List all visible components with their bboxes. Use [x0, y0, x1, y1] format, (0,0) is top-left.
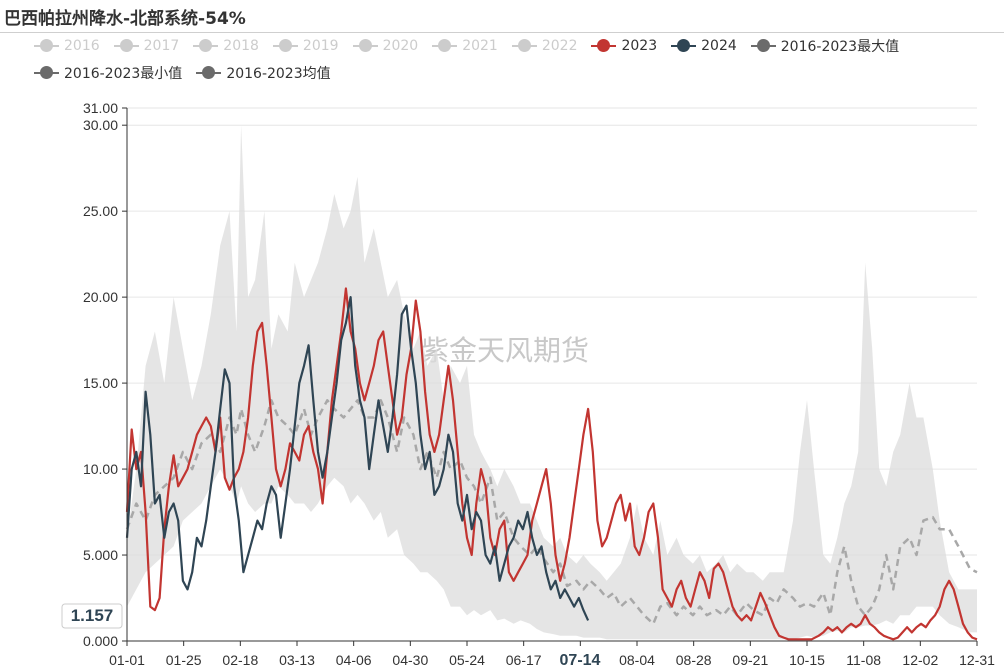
- legend-item-4[interactable]: 2020: [352, 36, 419, 55]
- x-axis-labels: 01-01 01-25 02-18 03-13 04-06 04-30 05-24 06-17…: [109, 641, 995, 668]
- y-tick-label: 10.00: [83, 461, 118, 477]
- legend-marker-icon: [591, 38, 617, 53]
- legend-item-5[interactable]: 2021: [432, 36, 498, 55]
- legend-label: 2019: [302, 37, 339, 54]
- series-line-2023: [125, 287, 978, 641]
- x-tick-label: 04-06: [336, 652, 372, 668]
- legend-item-8[interactable]: 2024: [671, 36, 737, 55]
- series-line-2024: [125, 296, 590, 621]
- max-min-area: [127, 125, 977, 640]
- legend-label: 2016: [64, 37, 100, 54]
- legend-label: 2016-2023均值: [226, 65, 331, 82]
- legend-label: 2022: [541, 37, 578, 54]
- legend-marker-icon: [34, 65, 59, 80]
- min-max-band: [127, 125, 977, 640]
- y-tick-label: 31.00: [83, 100, 118, 116]
- axes: [126, 108, 977, 642]
- legend-marker-icon: [511, 38, 537, 53]
- legend-marker-icon: [34, 38, 59, 53]
- x-tick-label: 08-28: [676, 652, 712, 668]
- chart-title: 巴西帕拉州降水-北部系统-54%: [4, 9, 246, 29]
- x-tick-label: 12-31: [959, 652, 995, 668]
- legend-item-6[interactable]: 2022: [511, 36, 578, 55]
- x-tick-label: 04-30: [392, 652, 428, 668]
- series-line-2016-2023均值: [125, 399, 978, 626]
- watermark: 紫金天风期货: [421, 334, 589, 367]
- legend-label: 2018: [223, 37, 259, 54]
- legend-marker-icon: [193, 38, 219, 53]
- y-tick-label: 25.00: [83, 203, 118, 219]
- series-lines: [125, 287, 978, 641]
- x-tick-label: 01-25: [166, 652, 202, 668]
- legend: 2016 2017 2018 2019 2020 2021 2022 2023 2024 2016…: [30, 36, 990, 90]
- y-tick-label: 15.00: [83, 375, 118, 391]
- legend-label: 2020: [382, 37, 419, 54]
- cursor-label-bg: [549, 646, 611, 671]
- x-tick-label: 06-17: [506, 652, 542, 668]
- legend-label: 2023: [621, 37, 658, 54]
- legend-marker-icon: [196, 65, 222, 80]
- legend-item-7[interactable]: 2023: [591, 36, 657, 55]
- legend-label: 2024: [701, 37, 737, 54]
- x-tick-label: 01-01: [109, 652, 145, 668]
- y-tick-label: 5.000: [83, 547, 118, 563]
- y-tick-label: 20.00: [83, 289, 118, 305]
- legend-marker-icon: [352, 38, 378, 53]
- title-divider: [0, 32, 1004, 33]
- legend-item-2[interactable]: 2018: [193, 36, 259, 55]
- legend-label: 2017: [143, 37, 180, 54]
- x-tick-label: 11-08: [846, 652, 881, 668]
- legend-item-10[interactable]: 2016-2023最小值: [34, 63, 182, 82]
- legend-label: 2021: [462, 37, 498, 54]
- legend-row: 2016 2017 2018 2019 2020 2021 2022 2023 2024 2016…: [30, 36, 990, 90]
- legend-item-1[interactable]: 2017: [113, 36, 180, 55]
- x-tick-label: 12-02: [902, 652, 938, 668]
- x-tick-label: 02-18: [222, 652, 258, 668]
- legend-marker-icon: [432, 38, 458, 53]
- legend-marker-icon: [671, 38, 697, 53]
- y-tick-label: 0.000: [83, 633, 118, 649]
- legend-item-9[interactable]: 2016-2023最大值: [750, 36, 900, 55]
- cursor-date-label: 07-14: [560, 652, 601, 669]
- x-tick-label: 10-15: [789, 652, 825, 668]
- x-tick-label: 09-21: [732, 652, 768, 668]
- legend-marker-icon: [750, 38, 776, 53]
- legend-marker-icon: [113, 38, 139, 53]
- legend-item-0[interactable]: 2016: [34, 36, 100, 55]
- x-tick-label: 08-04: [619, 652, 655, 668]
- x-tick-label: 03-13: [279, 652, 315, 668]
- legend-item-11[interactable]: 2016-2023均值: [196, 63, 331, 82]
- legend-label: 2016-2023最小值: [64, 65, 183, 82]
- y-tick-label: 30.00: [83, 117, 118, 133]
- cursor-value: 1.157: [71, 606, 114, 625]
- x-tick-label: 05-24: [449, 652, 485, 668]
- legend-item-3[interactable]: 2019: [272, 36, 339, 55]
- value-tooltip-box: [61, 603, 123, 629]
- legend-label: 2016-2023最大值: [780, 38, 900, 55]
- legend-marker-icon: [272, 38, 298, 53]
- axis-pointer: 1.157 07-14: [61, 603, 611, 671]
